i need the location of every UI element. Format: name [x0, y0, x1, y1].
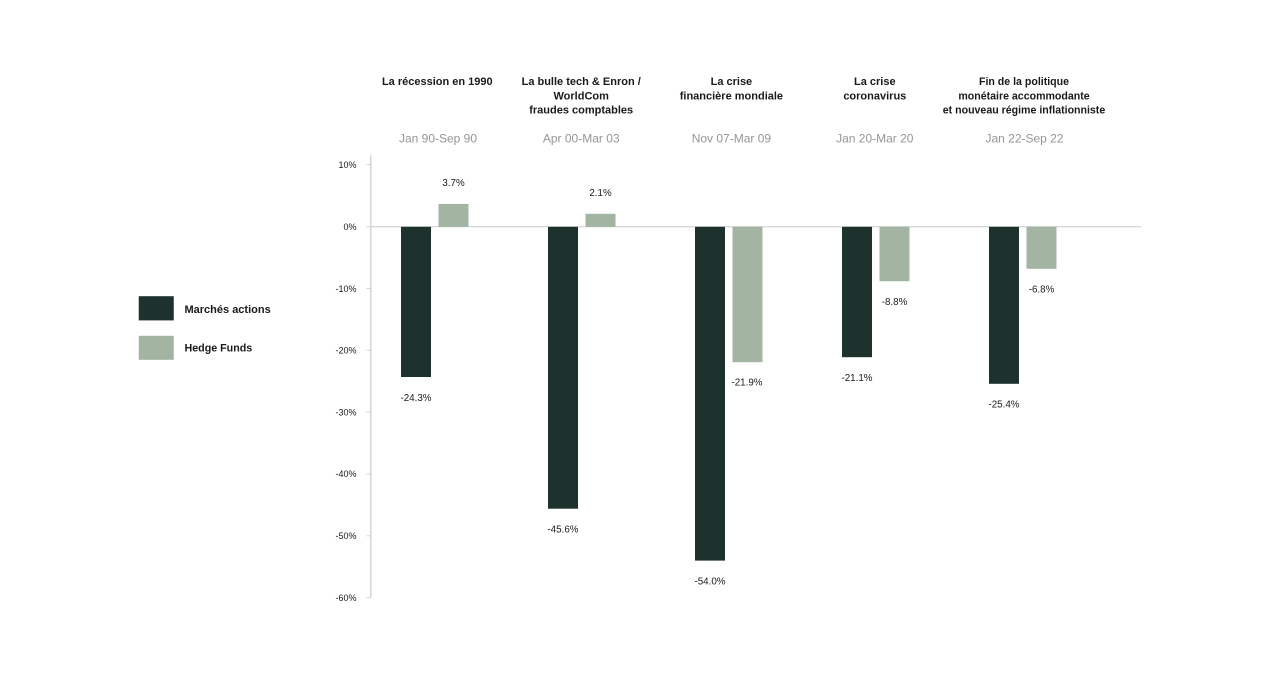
svg-text:La crise: La crise [711, 76, 753, 88]
svg-text:Jan 22-Sep 22: Jan 22-Sep 22 [985, 132, 1063, 146]
svg-text:et nouveau régime inflationnis: et nouveau régime inflationniste [943, 105, 1106, 117]
svg-text:2.1%: 2.1% [589, 188, 612, 199]
svg-text:La crise: La crise [854, 76, 896, 88]
svg-text:-25.4%: -25.4% [988, 400, 1019, 411]
svg-text:Nov 07-Mar 09: Nov 07-Mar 09 [692, 132, 772, 146]
svg-text:coronavirus: coronavirus [843, 90, 906, 102]
svg-text:Fin de la politique: Fin de la politique [979, 76, 1069, 88]
svg-text:Apr 00-Mar 03: Apr 00-Mar 03 [543, 132, 620, 146]
svg-text:fraudes comptables: fraudes comptables [529, 105, 633, 117]
svg-text:-45.6%: -45.6% [547, 525, 578, 536]
svg-text:-40%: -40% [335, 469, 356, 479]
svg-text:-8.8%: -8.8% [882, 297, 908, 308]
svg-text:-21.1%: -21.1% [841, 373, 872, 384]
svg-text:financière mondiale: financière mondiale [680, 90, 783, 102]
svg-text:Jan 20-Mar 20: Jan 20-Mar 20 [836, 132, 914, 146]
svg-text:-30%: -30% [335, 407, 356, 417]
svg-text:3.7%: 3.7% [442, 178, 465, 189]
svg-text:-21.9%: -21.9% [731, 378, 762, 389]
svg-text:monétaire accommodante: monétaire accommodante [958, 90, 1089, 102]
svg-text:-24.3%: -24.3% [400, 393, 431, 404]
svg-text:-60%: -60% [335, 593, 356, 603]
svg-text:0%: 0% [343, 222, 356, 232]
svg-text:-6.8%: -6.8% [1029, 285, 1055, 296]
svg-text:10%: 10% [338, 160, 356, 170]
svg-text:-20%: -20% [335, 346, 356, 356]
svg-text:La récession en 1990: La récession en 1990 [382, 76, 493, 88]
svg-text:Marchés actions: Marchés actions [185, 304, 271, 316]
svg-text:Hedge Funds: Hedge Funds [185, 343, 253, 355]
svg-text:-50%: -50% [335, 531, 356, 541]
svg-text:Jan 90-Sep 90: Jan 90-Sep 90 [399, 132, 477, 146]
svg-text:La bulle tech & Enron /: La bulle tech & Enron / [522, 76, 641, 88]
svg-text:-10%: -10% [335, 284, 356, 294]
svg-text:WorldCom: WorldCom [553, 90, 609, 102]
svg-text:-54.0%: -54.0% [694, 576, 725, 587]
